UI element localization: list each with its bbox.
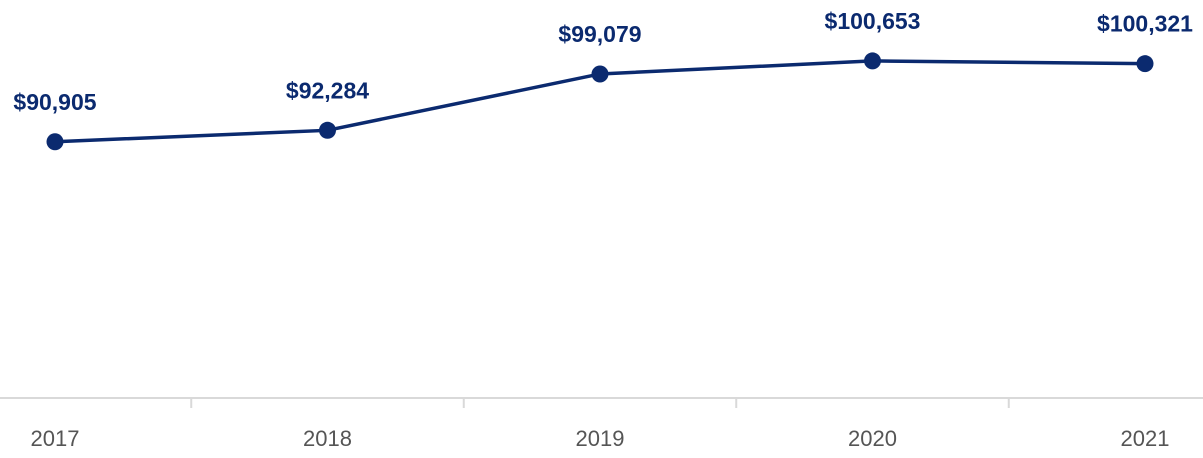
point — [46, 133, 64, 151]
x-tick-label: 2021 — [1121, 426, 1170, 451]
x-tick-label: 2019 — [576, 426, 625, 451]
point — [591, 65, 609, 83]
value-label: $100,653 — [825, 8, 921, 34]
point — [864, 52, 881, 70]
point — [319, 121, 336, 139]
point — [1136, 55, 1154, 73]
value-label: $92,284 — [286, 77, 369, 103]
value-label: $100,321 — [1097, 11, 1193, 37]
x-tick-label: 2018 — [303, 426, 352, 451]
value-label: $99,079 — [558, 21, 641, 47]
x-tick-label: 2017 — [31, 426, 80, 451]
x-tick-label: 2020 — [848, 426, 897, 451]
value-label: $90,905 — [13, 89, 96, 115]
